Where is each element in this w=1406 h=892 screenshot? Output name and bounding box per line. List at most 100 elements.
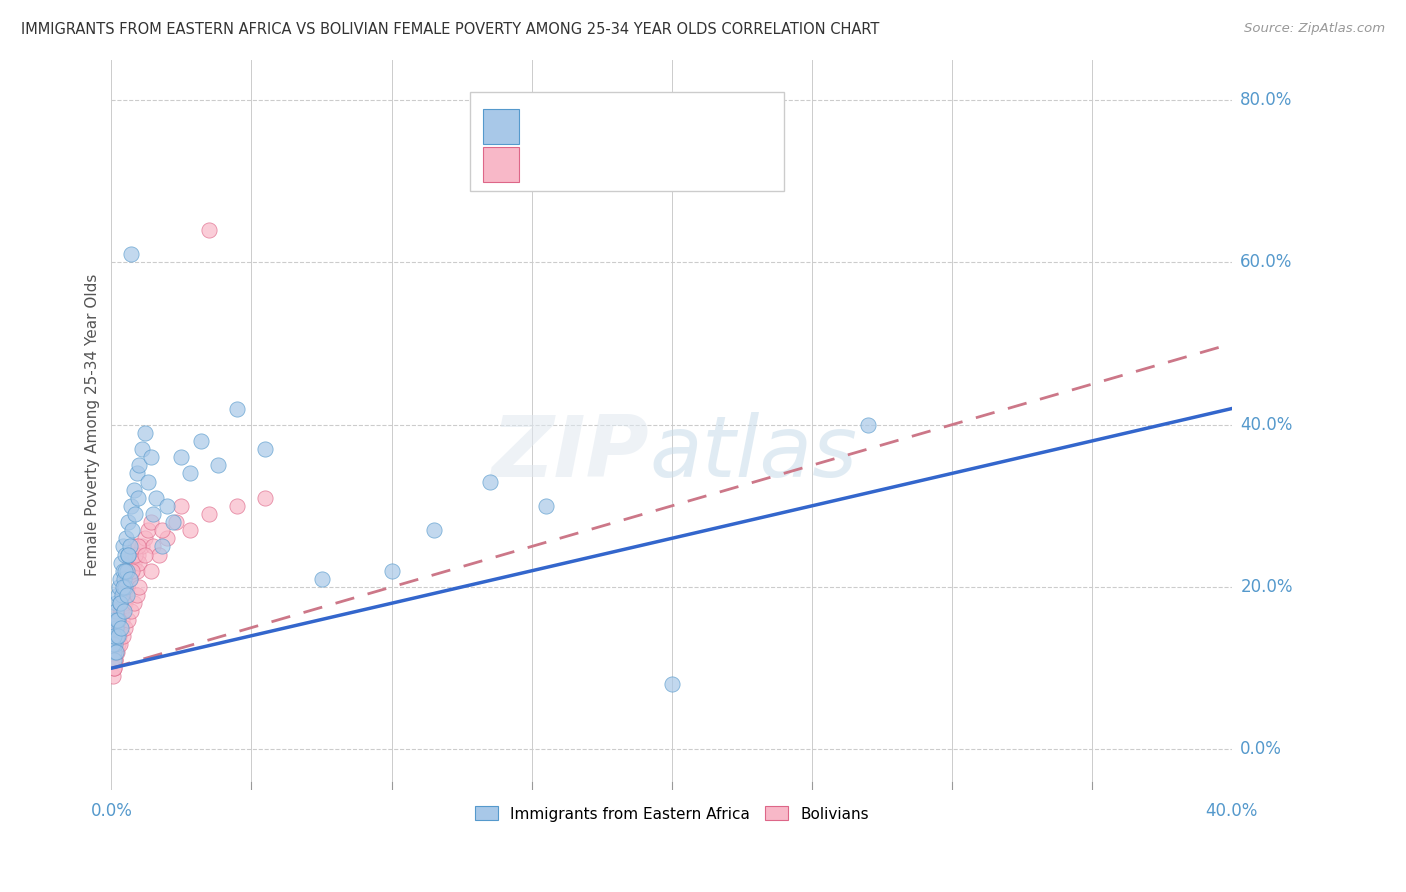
Point: [478, 475, 501, 489]
Text: Source: ZipAtlas.com: Source: ZipAtlas.com: [1244, 22, 1385, 36]
Point: [117, 572, 139, 586]
Point: [110, 556, 132, 570]
Legend: Immigrants from Eastern Africa, Bolivians: Immigrants from Eastern Africa, Bolivian…: [470, 802, 873, 826]
Point: [131, 442, 153, 456]
Point: [101, 669, 124, 683]
Point: [124, 507, 146, 521]
Point: [110, 596, 132, 610]
Point: [108, 596, 131, 610]
Text: IMMIGRANTS FROM EASTERN AFRICA VS BOLIVIAN FEMALE POVERTY AMONG 25-34 YEAR OLDS : IMMIGRANTS FROM EASTERN AFRICA VS BOLIVI…: [21, 22, 880, 37]
Point: [118, 572, 141, 586]
Text: 60.0%: 60.0%: [1240, 253, 1292, 271]
Point: [103, 613, 125, 627]
Point: [104, 653, 127, 667]
Point: [111, 564, 134, 578]
Point: [111, 613, 134, 627]
Point: [142, 507, 165, 521]
Point: [125, 467, 148, 481]
Point: [179, 523, 201, 537]
Point: [127, 540, 149, 554]
Point: [107, 613, 129, 627]
Point: [108, 596, 131, 610]
Point: [110, 621, 132, 635]
Point: [534, 499, 557, 513]
Point: [104, 653, 127, 667]
Point: [117, 613, 139, 627]
Point: [170, 450, 193, 465]
Point: [122, 483, 145, 497]
Point: [108, 604, 131, 618]
Point: [139, 564, 162, 578]
Point: [311, 572, 333, 586]
Text: 80.0%: 80.0%: [1240, 91, 1292, 109]
Point: [128, 580, 150, 594]
Text: 20.0%: 20.0%: [1240, 578, 1292, 596]
Point: [380, 564, 402, 578]
Point: [170, 499, 193, 513]
Point: [110, 604, 132, 618]
Point: [112, 604, 135, 618]
Point: [104, 621, 127, 635]
Point: [150, 540, 173, 554]
Point: [107, 613, 129, 627]
Point: [103, 637, 125, 651]
Point: [125, 588, 148, 602]
Point: [165, 515, 187, 529]
Y-axis label: Female Poverty Among 25-34 Year Olds: Female Poverty Among 25-34 Year Olds: [86, 274, 100, 576]
Point: [104, 629, 127, 643]
Point: [136, 475, 159, 489]
Point: [112, 604, 135, 618]
Point: [115, 580, 138, 594]
Point: [103, 637, 125, 651]
Point: [114, 564, 136, 578]
Point: [142, 540, 165, 554]
Point: [128, 556, 150, 570]
Point: [114, 548, 136, 562]
Point: [111, 588, 134, 602]
Point: [108, 580, 131, 594]
Text: 40.0%: 40.0%: [1240, 416, 1292, 434]
Point: [198, 223, 221, 237]
Point: [254, 491, 277, 505]
Point: [112, 540, 135, 554]
Point: [112, 580, 135, 594]
Point: [134, 425, 156, 440]
Point: [105, 613, 128, 627]
Point: [120, 499, 142, 513]
Point: [111, 580, 134, 594]
Point: [107, 588, 129, 602]
Point: [134, 532, 156, 546]
Point: [150, 523, 173, 537]
Point: [101, 645, 124, 659]
Point: [108, 629, 131, 643]
Point: [156, 532, 179, 546]
Point: [114, 596, 136, 610]
Point: [112, 596, 135, 610]
Point: [104, 637, 127, 651]
Point: [422, 523, 444, 537]
Point: [117, 548, 139, 562]
Point: [117, 548, 139, 562]
Point: [105, 621, 128, 635]
Point: [104, 629, 127, 643]
Point: [661, 677, 683, 691]
Point: [114, 588, 136, 602]
Point: [118, 540, 141, 554]
Point: [134, 548, 156, 562]
Text: atlas: atlas: [650, 412, 858, 495]
Point: [108, 637, 131, 651]
FancyBboxPatch shape: [470, 93, 783, 191]
Point: [120, 247, 142, 261]
Point: [105, 604, 128, 618]
Point: [115, 572, 138, 586]
Point: [101, 645, 124, 659]
Point: [127, 491, 149, 505]
Text: 0.0%: 0.0%: [90, 802, 132, 820]
Point: [117, 564, 139, 578]
Point: [226, 401, 249, 416]
Point: [127, 548, 149, 562]
Text: R = 0.202   N = 72: R = 0.202 N = 72: [531, 156, 702, 174]
Point: [856, 417, 879, 432]
Point: [104, 645, 127, 659]
Point: [115, 564, 138, 578]
